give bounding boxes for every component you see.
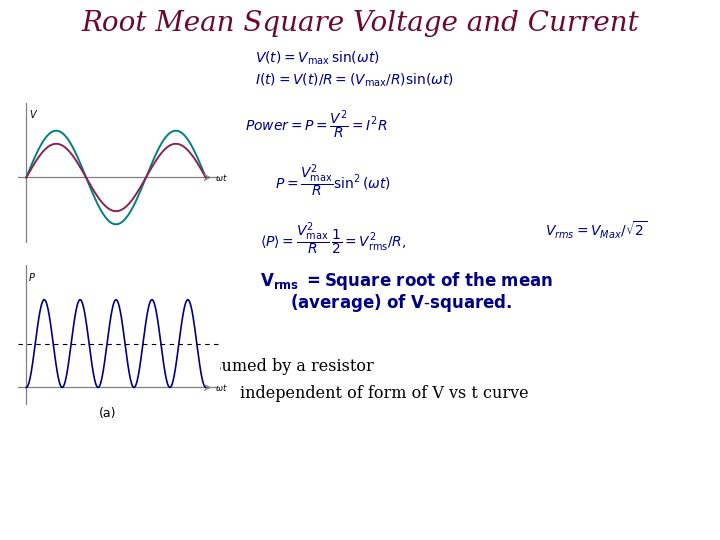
Text: Root Mean Square Voltage and Current: Root Mean Square Voltage and Current bbox=[81, 10, 639, 37]
Text: P: P bbox=[29, 273, 35, 284]
Text: $\mathbf{(average)\ of\ V\text{-}squared.}$: $\mathbf{(average)\ of\ V\text{-}squared… bbox=[290, 292, 513, 314]
Text: $\mathbf{V}_{\mathbf{rms}}$ $\mathbf{= Square\ root\ of\ the\ mean}$: $\mathbf{V}_{\mathbf{rms}}$ $\mathbf{= S… bbox=[260, 270, 553, 292]
Text: Average AC Power consumed by a resistor: Average AC Power consumed by a resistor bbox=[28, 358, 374, 375]
Text: $V_{rms} = V_{Max}/\sqrt{2}$: $V_{rms} = V_{Max}/\sqrt{2}$ bbox=[545, 220, 647, 241]
Text: $\langle P\rangle = \dfrac{V^2_{\rm max}}{R}\,\dfrac{1}{2} = V^2_{\rm rms}/R,$: $\langle P\rangle = \dfrac{V^2_{\rm max}… bbox=[260, 220, 406, 257]
Text: (a): (a) bbox=[99, 407, 117, 420]
Text: $I(t) = V(t)/R = (V_{\rm max}/R)\sin(\omega t)$: $I(t) = V(t)/R = (V_{\rm max}/R)\sin(\om… bbox=[255, 72, 454, 90]
Text: $P = V^2_{rms}/R = I^2_{rms}R$: $P = V^2_{rms}/R = I^2_{rms}R$ bbox=[30, 385, 148, 408]
Text: $\omega t$: $\omega t$ bbox=[215, 382, 228, 393]
Text: independent of form of V vs t curve: independent of form of V vs t curve bbox=[240, 385, 528, 402]
Text: $P = \dfrac{V^2_{\rm max}}{R}\sin^2(\omega t)$: $P = \dfrac{V^2_{\rm max}}{R}\sin^2(\ome… bbox=[275, 162, 391, 199]
Text: V: V bbox=[29, 110, 36, 120]
Text: $V(t) = V_{\rm max}\,\sin(\omega t)$: $V(t) = V_{\rm max}\,\sin(\omega t)$ bbox=[255, 50, 379, 68]
Text: $\omega t$: $\omega t$ bbox=[215, 172, 228, 183]
Text: $Power = P = \dfrac{V^2}{R} = I^2R$: $Power = P = \dfrac{V^2}{R} = I^2R$ bbox=[245, 108, 387, 141]
